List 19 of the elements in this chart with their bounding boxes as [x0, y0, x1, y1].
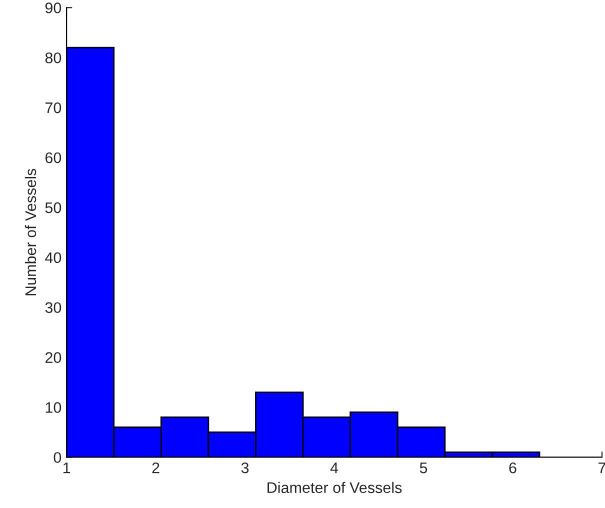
y-tick-label: 10: [46, 402, 62, 413]
y-tick-label: 90: [45, 2, 62, 14]
y-tick-label: 50: [45, 202, 62, 214]
y-tick-label: 80: [45, 52, 62, 64]
y-tick-label: 40: [45, 252, 62, 264]
x-tick-label: 3: [241, 462, 249, 474]
x-tick-label: 7: [598, 462, 605, 474]
x-tick-label: 1: [63, 462, 70, 474]
y-axis-title: Number of Vessels: [24, 168, 36, 296]
x-tick-label: 6: [509, 462, 516, 474]
y-tick-label: 30: [45, 302, 62, 314]
x-axis-title: Diameter of Vessels: [268, 482, 402, 494]
y-tick-label: 20: [45, 352, 62, 363]
x-tick-label: 4: [330, 462, 338, 474]
x-tick-label: 5: [420, 462, 428, 474]
y-tick-label: 0: [54, 452, 62, 463]
y-tick-label: 70: [45, 102, 62, 114]
x-tick-label: 2: [152, 462, 160, 474]
y-tick-label: 60: [45, 152, 62, 164]
